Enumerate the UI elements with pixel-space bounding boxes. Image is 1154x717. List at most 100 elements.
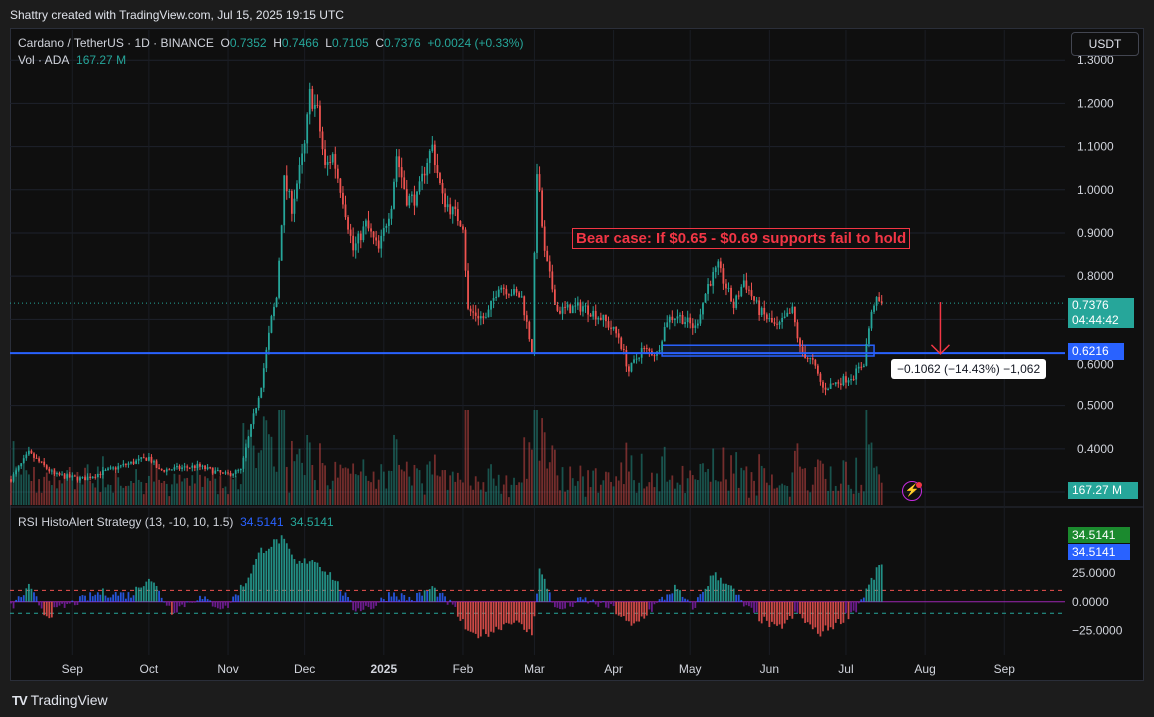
volume-bar	[638, 482, 641, 505]
rsi-bar	[714, 572, 717, 602]
rsi-bar	[834, 601, 837, 623]
rsi-bar	[607, 601, 610, 609]
volume-bar	[405, 461, 408, 505]
bottom-bar	[0, 683, 1154, 717]
rsi-bar	[408, 596, 411, 602]
rsi-bar	[168, 601, 171, 606]
volume-bar	[533, 410, 536, 505]
candle-body	[311, 88, 314, 109]
volume-bar	[538, 460, 541, 505]
currency-button[interactable]: USDT	[1071, 32, 1139, 56]
rsi-bar	[689, 601, 692, 603]
support-zone-box	[661, 344, 875, 357]
rsi-bar	[130, 597, 132, 602]
volume-bar	[523, 437, 526, 505]
candle-body	[462, 226, 464, 230]
candle-body	[574, 305, 577, 307]
tradingview-brand[interactable]: TV TradingView	[12, 692, 108, 708]
rsi-bar	[587, 601, 589, 604]
volume-legend[interactable]: Vol · ADA 167.27 M	[18, 53, 126, 67]
candle-body	[788, 312, 791, 314]
candle-body	[773, 322, 776, 324]
rsi-bar	[495, 601, 498, 627]
candle-body	[423, 173, 426, 176]
rsi-bar	[855, 601, 858, 613]
rsi-bar	[283, 538, 286, 602]
volume-bar	[875, 466, 878, 505]
volume-bar	[451, 471, 454, 505]
rsi-bar	[610, 601, 612, 605]
volume-bar	[847, 484, 850, 505]
bear-case-annotation[interactable]: Bear case: If $0.65 - $0.69 supports fai…	[572, 228, 911, 249]
symbol-legend[interactable]: Cardano / TetherUS · 1D · BINANCE O0.735…	[18, 36, 523, 50]
volume-bar	[479, 489, 482, 505]
candle-body	[597, 317, 600, 320]
rsi-bar	[122, 592, 125, 602]
rsi-legend[interactable]: RSI HistoAlert Strategy (13, -10, 10, 1.…	[18, 515, 334, 529]
candle-body	[372, 231, 375, 238]
rsi-bar	[94, 594, 97, 602]
rsi-bar	[250, 573, 252, 602]
alert-icon[interactable]: ⚡	[902, 481, 922, 501]
rsi-green-tag: 34.5141	[1068, 527, 1130, 543]
volume-bar	[306, 434, 309, 505]
candle-body	[653, 355, 656, 357]
candle-body	[385, 225, 388, 228]
volume-bar	[27, 474, 30, 505]
volume-bar	[127, 485, 130, 505]
rsi-bar	[245, 583, 247, 602]
volume-bar	[702, 463, 704, 505]
volume-bar	[686, 478, 689, 505]
rsi-bar	[584, 597, 587, 602]
rsi-bar	[602, 601, 605, 603]
volume-bar	[663, 446, 666, 505]
volume-bar	[742, 470, 745, 505]
time-tick-label: Apr	[604, 662, 623, 676]
rsi-bar	[638, 601, 641, 622]
rsi-bar	[73, 601, 76, 606]
rsi-bar	[206, 599, 209, 602]
candle-body	[25, 454, 28, 459]
rsi-bar	[433, 587, 436, 602]
volume-bar	[732, 473, 735, 505]
volume-bar	[267, 434, 270, 505]
volume-bar	[666, 481, 669, 505]
volume-bar	[278, 410, 281, 505]
candle-body	[852, 379, 855, 381]
rsi-bar	[153, 582, 155, 602]
candle-body	[541, 190, 544, 227]
candle-body	[339, 178, 342, 193]
candle-body	[48, 468, 51, 472]
rsi-bar	[132, 595, 135, 602]
rsi-bar	[188, 601, 191, 603]
candle-body	[17, 466, 20, 471]
candle-body	[170, 469, 173, 471]
high-value: 0.7466	[281, 36, 319, 50]
volume-bar	[140, 481, 143, 505]
chart-frame[interactable]	[10, 28, 1144, 681]
candle-body	[663, 326, 666, 342]
volume-bar	[576, 481, 579, 505]
volume-bar	[130, 480, 132, 505]
volume-bar	[280, 410, 283, 505]
candle-body	[536, 174, 538, 253]
candle-body	[211, 468, 214, 474]
rsi-bar	[822, 601, 824, 632]
volume-bar	[806, 490, 809, 505]
candle-body	[127, 463, 130, 465]
rsi-tick-label: 0.0000	[1072, 595, 1109, 609]
volume-bar	[536, 410, 538, 505]
rsi-bar	[804, 601, 807, 623]
rsi-bar	[773, 601, 776, 625]
rsi-bar	[71, 600, 74, 602]
volume-bar	[344, 467, 347, 505]
rsi-bar	[845, 601, 847, 614]
volume-bar	[349, 473, 352, 505]
rsi-bar	[569, 601, 572, 607]
rsi-bar	[145, 581, 148, 602]
volume-bar	[487, 468, 490, 505]
rsi-bar	[525, 601, 528, 633]
volume-bar	[408, 476, 411, 505]
candle-body	[842, 376, 845, 386]
